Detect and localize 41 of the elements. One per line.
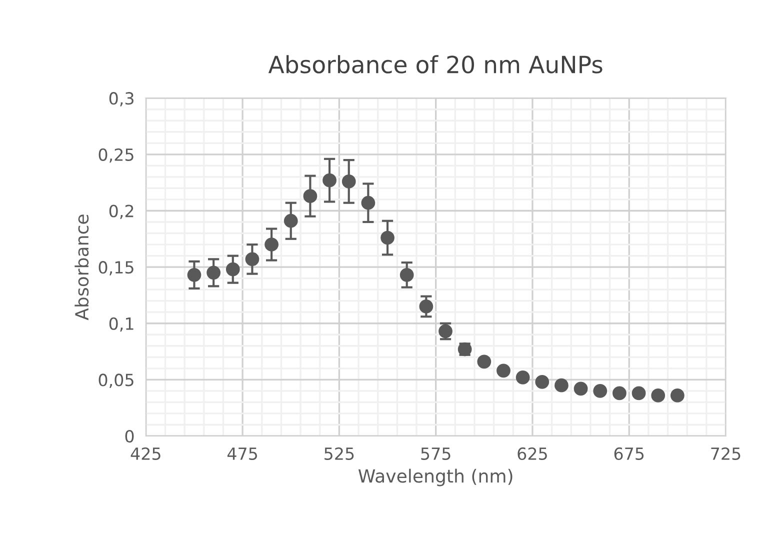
point xyxy=(554,378,568,392)
point xyxy=(245,252,260,266)
point xyxy=(400,268,414,282)
point xyxy=(496,364,510,378)
point xyxy=(342,174,356,188)
point xyxy=(419,300,434,314)
point xyxy=(574,382,588,396)
x-axis-title: Wavelength (nm) xyxy=(358,468,512,486)
y-tick-label: 0 xyxy=(125,430,134,443)
point xyxy=(670,388,684,402)
x-tick-label: 675 xyxy=(614,447,644,460)
point xyxy=(380,230,394,245)
point xyxy=(322,173,336,188)
point xyxy=(187,268,202,282)
point xyxy=(477,354,492,369)
y-tick-label: 0,1 xyxy=(109,317,134,332)
point xyxy=(535,374,550,389)
x-tick-label: 525 xyxy=(324,447,354,460)
point xyxy=(516,370,530,384)
point xyxy=(361,196,376,210)
y-tick-label: 0,05 xyxy=(98,374,134,388)
point xyxy=(303,189,318,204)
point xyxy=(264,238,278,252)
chart-title: Absorbance of 20 nm AuNPs xyxy=(268,55,602,74)
point xyxy=(632,386,646,400)
point xyxy=(284,214,298,228)
x-tick-label: 625 xyxy=(518,447,547,460)
point xyxy=(651,388,666,402)
point xyxy=(206,266,221,280)
x-tick-label: 575 xyxy=(421,448,450,460)
point xyxy=(612,386,626,400)
point xyxy=(593,384,608,398)
y-tick-label: 0,2 xyxy=(109,204,134,220)
y-tick-label: 0,25 xyxy=(98,148,134,163)
y-tick-label: 0,15 xyxy=(98,261,134,276)
point xyxy=(226,262,240,276)
y-tick-label: 0,3 xyxy=(109,92,134,106)
x-tick-label: 475 xyxy=(227,448,258,460)
x-tick-label: 425 xyxy=(130,447,160,460)
y-axis-title: Absorbance xyxy=(74,214,89,320)
x-tick-label: 725 xyxy=(711,447,740,460)
